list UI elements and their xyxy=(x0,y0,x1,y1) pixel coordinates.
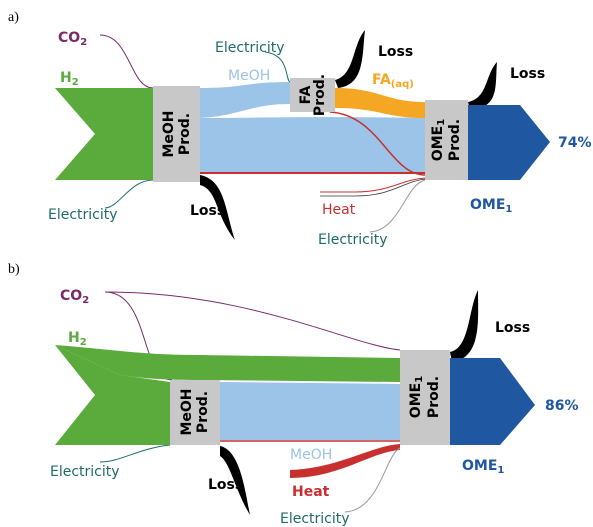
box-label-sub: 1 xyxy=(436,119,447,126)
box-label-main: OME xyxy=(430,126,446,161)
h2-flow xyxy=(55,88,153,180)
ome-label: OME1 xyxy=(462,458,504,476)
box-label-main: OME xyxy=(408,383,424,418)
meoh-flow-fa xyxy=(200,82,290,118)
label-sub: 2 xyxy=(82,295,89,306)
label-main: CO xyxy=(58,30,80,46)
co2-flow xyxy=(104,291,401,351)
heat-label: Heat xyxy=(322,202,356,218)
label-sub: (aq) xyxy=(391,79,414,90)
h2-flow xyxy=(55,345,170,445)
label-sub: 2 xyxy=(80,337,87,348)
box-label: FA xyxy=(298,85,314,104)
electricity-flow xyxy=(344,447,401,513)
electricity-flow xyxy=(264,51,291,83)
share-label: 74% xyxy=(558,135,592,151)
electricity-label: Electricity xyxy=(50,464,120,480)
electricity-label: Electricity xyxy=(280,511,350,527)
box-label: Prod. xyxy=(447,119,463,161)
panel-a: a) MeOH Prod. FA Prod. OME1 Prod. CO2 H2… xyxy=(8,10,592,248)
loss-flow xyxy=(335,30,365,88)
loss-label: Loss xyxy=(378,44,413,60)
label-sub: 2 xyxy=(72,77,79,88)
label-main: H xyxy=(68,330,80,346)
box-label-sub: 1 xyxy=(414,376,425,383)
meoh-label: MeOH xyxy=(290,447,332,463)
panel-label: a) xyxy=(8,10,19,25)
label-sub: 1 xyxy=(497,465,504,476)
loss-flow xyxy=(468,62,497,110)
heat-flow xyxy=(290,444,400,478)
electricity-label: Electricity xyxy=(318,232,388,248)
ome-flow xyxy=(450,358,535,445)
loss-flow xyxy=(220,446,250,515)
fa-aq-label: FA(aq) xyxy=(372,72,414,90)
fa-aq-flow xyxy=(335,88,425,118)
ome-flow xyxy=(468,105,550,180)
ome-prod-box xyxy=(400,350,450,445)
loss-label: Loss xyxy=(495,320,530,336)
label-sub: 2 xyxy=(80,37,87,48)
box-label: Prod. xyxy=(195,391,211,433)
meoh-prod-box xyxy=(170,380,220,445)
h2-label: H2 xyxy=(68,330,87,348)
meoh-label: MeOH xyxy=(228,68,270,84)
label-main: FA xyxy=(372,72,391,88)
meoh-flow xyxy=(220,382,400,440)
label-main: CO xyxy=(60,288,82,304)
co2-label: CO2 xyxy=(58,30,87,48)
box-label: OME1 xyxy=(408,376,425,418)
electricity-label: Electricity xyxy=(215,40,285,56)
loss-flow xyxy=(200,175,235,240)
panel-b: b) MeOH Prod. OME1 Prod. CO2 H2 Electric… xyxy=(8,262,579,527)
loss-label: Loss xyxy=(510,66,545,82)
electricity-flow xyxy=(369,179,426,233)
meoh-flow-ome xyxy=(200,117,425,172)
label-sub: 1 xyxy=(505,204,512,215)
electricity-flow xyxy=(104,179,154,209)
ome-prod-box xyxy=(425,100,468,180)
ome-label: OME1 xyxy=(470,197,512,215)
heat-label: Heat xyxy=(292,484,330,500)
heat-flow xyxy=(320,178,426,197)
h2-label: H2 xyxy=(60,70,79,88)
share-label: 86% xyxy=(545,398,579,414)
heat-flow xyxy=(320,177,426,193)
loss-flow xyxy=(450,290,479,362)
heat-flow xyxy=(329,111,426,176)
loss-label: Loss xyxy=(190,203,225,219)
meoh-prod-box xyxy=(153,86,200,182)
panel-label: b) xyxy=(8,262,20,277)
box-label: MeOH xyxy=(179,388,195,435)
box-label: OME1 xyxy=(430,119,447,161)
electricity-label: Electricity xyxy=(48,207,118,223)
h2-flow xyxy=(55,345,400,382)
electricity-flow xyxy=(99,444,171,463)
co2-label: CO2 xyxy=(60,288,89,306)
loss-label: Loss xyxy=(208,477,243,493)
label-main: OME xyxy=(470,197,505,213)
box-label: MeOH xyxy=(161,110,177,157)
label-main: H xyxy=(60,70,72,86)
box-label: Prod. xyxy=(426,376,442,418)
label-main: OME xyxy=(462,458,497,474)
box-label: Prod. xyxy=(312,74,328,116)
fa-prod-box xyxy=(290,78,335,112)
box-label: Prod. xyxy=(177,113,193,155)
co2-flow xyxy=(99,34,154,89)
